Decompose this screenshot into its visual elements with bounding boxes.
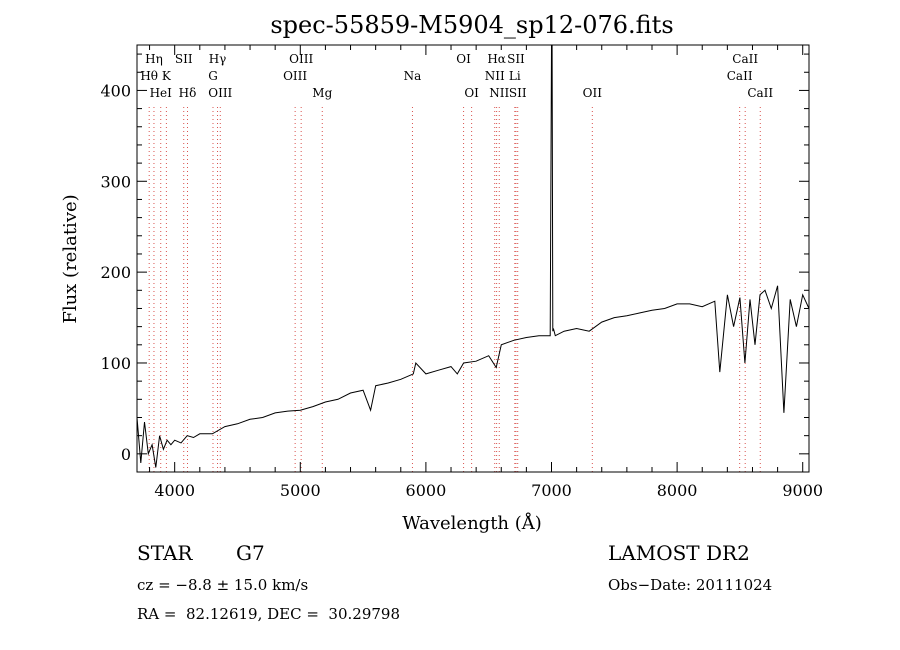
spectral-line-label: NII [485, 69, 505, 83]
spectral-line-label: OIII [283, 69, 307, 83]
survey-name: LAMOST DR2 [608, 541, 750, 565]
spectral-line-label: Mg [312, 86, 332, 100]
x-tick-label: 7000 [531, 481, 572, 500]
object-subclass: G7 [236, 541, 265, 565]
spectral-line-label: SII [507, 52, 525, 66]
spectral-line-label: G [208, 69, 218, 83]
spectral-line-label: Hθ [140, 69, 158, 83]
y-tick-label: 200 [100, 263, 131, 282]
plot-frame [136, 44, 810, 473]
x-tick-label: 5000 [280, 481, 321, 500]
y-tick-label: 0 [121, 445, 131, 464]
spectral-line-label: K [162, 69, 172, 83]
spectral-line-label: SII [175, 52, 193, 66]
spectral-line-label: OI [464, 86, 479, 100]
y-tick-label: 400 [100, 81, 131, 100]
x-tick-label: 4000 [154, 481, 195, 500]
y-tick-label: 300 [100, 172, 131, 191]
spectral-line-label: Hα [487, 52, 506, 66]
spectral-line-label: CaII [732, 52, 758, 66]
spectral-line-label: CaII [747, 86, 773, 100]
y-tick-label: 100 [100, 354, 131, 373]
x-tick-label: 9000 [782, 481, 823, 500]
spectral-line-label: Hη [145, 52, 163, 66]
spectrum-series [136, 44, 810, 468]
chart-title: spec-55859-M5904_sp12-076.fits [270, 11, 673, 39]
redshift-cz: cz = −8.8 ± 15.0 km/s [137, 576, 309, 594]
axes: 4000 5000 6000 7000 8000 9000 0 100 200 300 400 [100, 45, 823, 500]
x-tick-label: 6000 [406, 481, 447, 500]
spectrum-plot [136, 44, 810, 468]
spectral-line-label: Li [509, 69, 521, 83]
spectral-line-label: NII [489, 86, 509, 100]
object-class: STAR [137, 541, 193, 565]
obs-date: Obs−Date: 20111024 [608, 576, 773, 594]
spectral-line-label: HeI [150, 86, 173, 100]
spectral-line-label: OIII [208, 86, 232, 100]
spectral-line-label: OII [583, 86, 603, 100]
spectral-line-label: SII [509, 86, 527, 100]
spectral-line-label: OIII [289, 52, 313, 66]
x-axis-label: Wavelength (Å) [402, 512, 542, 534]
ra-dec-coords: RA = 82.12619, DEC = 30.29798 [137, 605, 401, 623]
y-axis-label: Flux (relative) [60, 194, 81, 323]
spectral-line-label: Na [404, 69, 422, 83]
spectral-line-label: CaII [727, 69, 753, 83]
spectral-line-label: Hγ [209, 52, 227, 66]
spectral-line-label: OI [456, 52, 471, 66]
spectral-line-label: Hδ [179, 86, 197, 100]
x-tick-label: 8000 [657, 481, 698, 500]
